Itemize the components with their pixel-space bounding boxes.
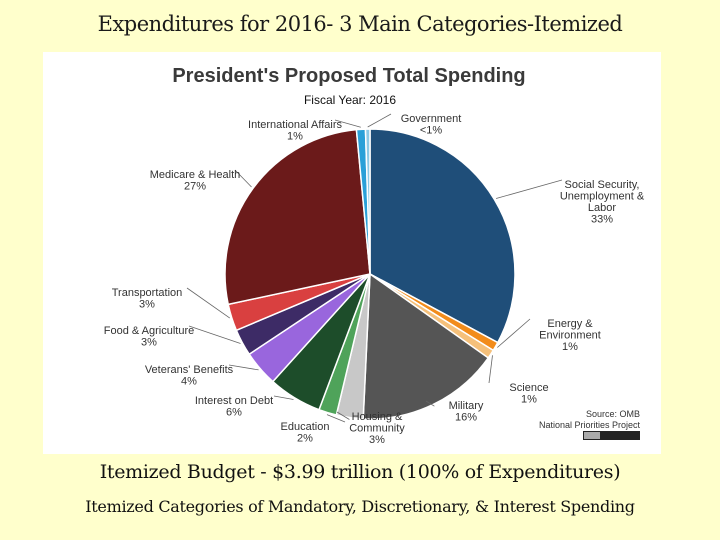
slice-percent-label: 3% xyxy=(369,434,385,446)
slide-title: Expenditures for 2016- 3 Main Categories… xyxy=(97,12,623,36)
leader-line xyxy=(186,287,231,319)
slice-name-label: Military xyxy=(449,400,484,412)
leader-line xyxy=(488,355,493,384)
leader-line xyxy=(497,318,531,348)
slice-name-label: Veterans' Benefits xyxy=(145,364,234,376)
slice-name-label: Community xyxy=(349,423,405,435)
slice-name-label: Environment xyxy=(539,330,601,342)
slice-percent-label: 2% xyxy=(297,433,313,445)
categories-subtitle: Itemized Categories of Mandatory, Discre… xyxy=(85,497,635,516)
slice-percent-label: 1% xyxy=(562,341,578,353)
leader-line xyxy=(336,411,350,420)
slice-name-label: Government xyxy=(401,113,462,125)
leader-line xyxy=(273,395,294,400)
leader-line xyxy=(188,325,241,344)
source-line-1: Source: OMB xyxy=(586,409,640,419)
slice-percent-label: 3% xyxy=(139,299,155,311)
slice-percent-label: <1% xyxy=(420,125,443,137)
pie-slice xyxy=(364,128,371,275)
slice-percent-label: 33% xyxy=(591,214,613,226)
slice-name-label: Education xyxy=(281,421,330,433)
slice-percent-label: 16% xyxy=(455,412,477,424)
pie-slices xyxy=(224,128,516,420)
leader-line xyxy=(228,364,259,371)
slice-name-label: Food & Agriculture xyxy=(104,325,195,337)
slice-name-label: Unemployment & xyxy=(560,191,645,203)
slice-name-label: Energy & xyxy=(547,318,593,330)
cc-license-badge xyxy=(583,431,640,440)
leader-line xyxy=(334,119,361,128)
pie-chart: President's Proposed Total Spending Fisc… xyxy=(104,65,645,446)
pie-slice xyxy=(369,128,516,344)
slice-percent-label: 6% xyxy=(226,407,242,419)
leader-line xyxy=(234,169,252,188)
leader-line xyxy=(495,179,563,199)
pie-slice xyxy=(362,272,490,420)
budget-total-subtitle: Itemized Budget - $3.99 trillion (100% o… xyxy=(99,461,621,483)
pie-slice xyxy=(224,128,371,306)
slice-name-label: Housing & xyxy=(352,411,403,423)
chart-title: President's Proposed Total Spending xyxy=(172,65,525,87)
leader-line xyxy=(425,400,435,407)
slice-percent-label: 4% xyxy=(181,376,197,388)
slice-name-label: Labor xyxy=(588,202,616,214)
leader-line xyxy=(367,113,392,128)
source-line-2: National Priorities Project xyxy=(539,420,641,430)
slice-percent-label: 1% xyxy=(521,394,537,406)
slice-name-label: International Affairs xyxy=(248,119,342,131)
slice-name-label: Social Security, xyxy=(565,179,640,191)
slice-percent-label: 3% xyxy=(141,337,157,349)
slice-name-label: Medicare & Health xyxy=(150,169,241,181)
pie-chart-panel: President's Proposed Total Spending Fisc… xyxy=(43,52,661,454)
slice-percent-label: 27% xyxy=(184,181,206,193)
slice-name-label: Transportation xyxy=(112,287,183,299)
slice-name-label: Interest on Debt xyxy=(195,395,273,407)
leader-lines xyxy=(186,113,563,423)
slice-percent-label: 1% xyxy=(287,131,303,143)
leader-line xyxy=(326,414,346,423)
slice-name-label: Science xyxy=(509,382,548,394)
chart-subtitle: Fiscal Year: 2016 xyxy=(304,93,396,107)
